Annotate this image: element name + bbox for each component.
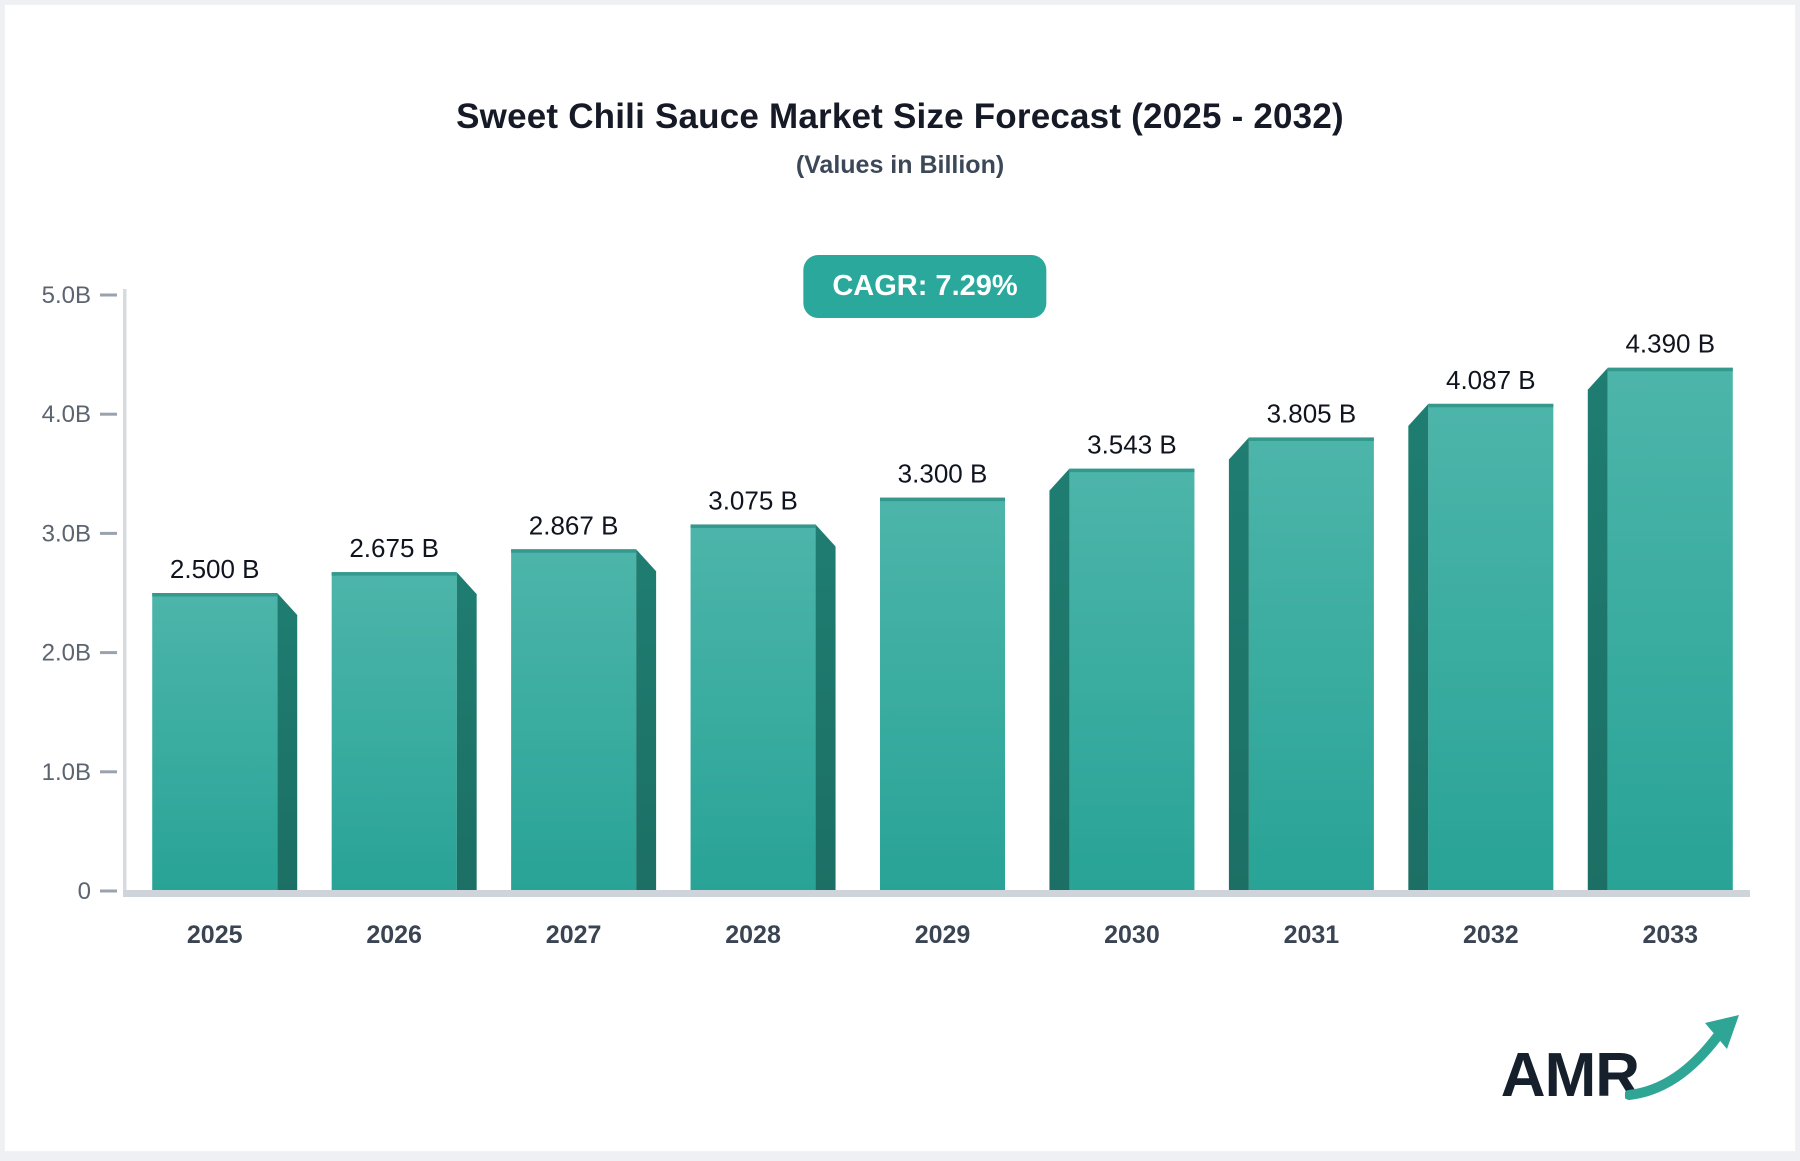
bar-side-face (457, 572, 477, 891)
bar-top-edge (1428, 404, 1553, 408)
y-tick-label: 5.0B (42, 282, 91, 309)
bar-top-edge (332, 572, 457, 576)
bar (332, 572, 457, 891)
x-tick-label: 2032 (1463, 921, 1519, 949)
bar-value-label: 3.543 B (1087, 430, 1177, 460)
bar-value-label: 4.087 B (1446, 365, 1536, 395)
y-tick-mark (100, 770, 117, 773)
x-tick-label: 2027 (546, 921, 602, 949)
bar-top-edge (691, 524, 816, 528)
y-tick-mark (100, 651, 117, 654)
amr-logo-text: AMR (1501, 1045, 1639, 1107)
x-tick-label: 2033 (1642, 921, 1698, 949)
bar-side-face (1229, 437, 1249, 891)
y-tick-mark (100, 294, 117, 297)
bar-top-edge (511, 549, 636, 553)
bar-value-label: 3.300 B (898, 459, 988, 489)
bar (1249, 437, 1374, 891)
bar (1428, 404, 1553, 891)
bar (1608, 368, 1733, 891)
x-axis-line (123, 890, 1750, 897)
bar-value-label: 3.075 B (708, 485, 798, 515)
x-tick-label: 2029 (915, 921, 971, 949)
y-tick-mark (100, 532, 117, 535)
bar-side-face (1408, 404, 1428, 891)
bar-top-edge (1069, 469, 1194, 473)
chart-card: Sweet Chili Sauce Market Size Forecast (… (4, 4, 1796, 1152)
bar (511, 549, 636, 891)
y-tick-mark (100, 890, 117, 893)
bar-value-label: 2.675 B (349, 533, 439, 563)
amr-logo: AMR (1501, 1013, 1743, 1107)
bar-value-label: 3.805 B (1267, 398, 1357, 428)
y-tick-mark (100, 413, 117, 416)
x-tick-label: 2030 (1104, 921, 1160, 949)
bar-value-label: 2.867 B (529, 510, 619, 540)
growth-arrow-icon (1625, 1013, 1743, 1105)
x-tick-label: 2026 (366, 921, 422, 949)
bar (691, 524, 816, 891)
bar-top-edge (880, 498, 1005, 502)
y-tick-label: 0 (78, 878, 91, 905)
bar-side-face (277, 593, 297, 891)
bar-side-face (816, 524, 836, 891)
bar-value-label: 4.390 B (1625, 329, 1715, 359)
x-tick-label: 2031 (1284, 921, 1340, 949)
y-axis-line (123, 289, 127, 891)
y-tick-label: 2.0B (42, 640, 91, 667)
bar (880, 498, 1005, 891)
bar-top-edge (1249, 437, 1374, 441)
bar (1069, 469, 1194, 891)
bar-top-edge (152, 593, 277, 597)
x-tick-label: 2025 (187, 921, 243, 949)
bar-side-face (1049, 469, 1069, 891)
bar-top-edge (1608, 368, 1733, 372)
bar-side-face (1588, 368, 1608, 891)
y-tick-label: 3.0B (42, 520, 91, 547)
x-tick-label: 2028 (725, 921, 781, 949)
bar-chart: 0 1.0B 2.0B 3.0B 4.0B 5.0B 2.500 B 2025 2.675 B 2… (5, 5, 1800, 1161)
bar (152, 593, 277, 891)
y-tick-label: 4.0B (42, 401, 91, 428)
y-tick-label: 1.0B (42, 759, 91, 786)
bar-side-face (636, 549, 656, 891)
bar-value-label: 2.500 B (170, 554, 260, 584)
